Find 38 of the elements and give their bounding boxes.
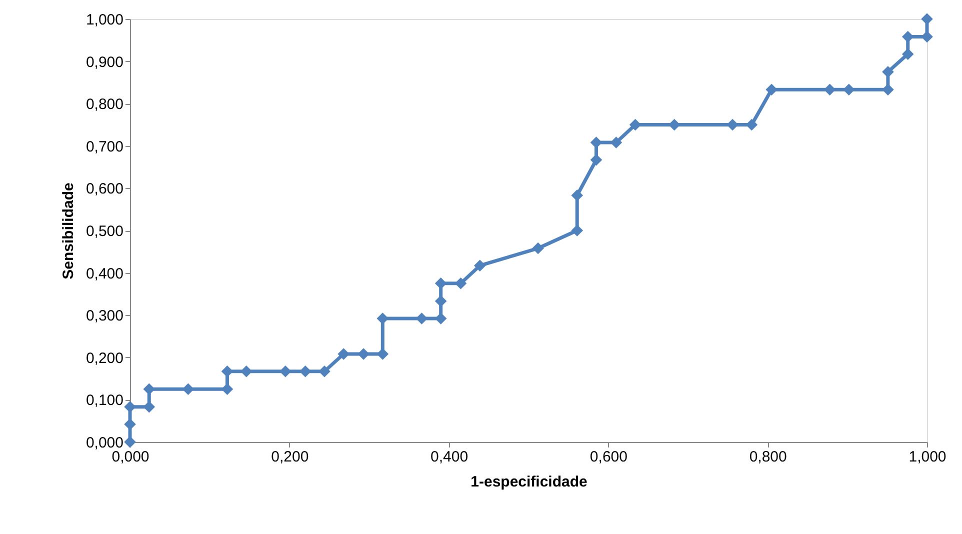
point: [824, 84, 836, 96]
x-tick-label: 0,800: [749, 448, 787, 466]
point: [124, 400, 136, 413]
y-tick-label: 0,100: [86, 392, 124, 410]
y-tick-label: 0,200: [86, 350, 124, 367]
y-tick-label: 0,000: [86, 434, 124, 452]
point: [571, 224, 584, 236]
y-tick-label: 0,400: [86, 265, 124, 282]
y-tick-label: 0,300: [86, 308, 124, 325]
point: [882, 66, 894, 78]
x-tick-label: 1,000: [908, 448, 946, 466]
point: [882, 84, 894, 96]
x-tick-label: 0,400: [430, 448, 468, 466]
point: [474, 260, 486, 272]
point: [571, 189, 584, 202]
point: [124, 436, 136, 448]
y-tick-label: 0,500: [86, 223, 124, 240]
point: [434, 277, 447, 290]
point: [766, 84, 778, 96]
point: [280, 365, 292, 378]
point: [376, 348, 389, 360]
y-tick-label: 1,000: [86, 12, 124, 28]
point: [902, 48, 914, 60]
y-tick-label: 0,700: [86, 138, 124, 156]
y-tick-label: 0,800: [86, 96, 124, 114]
y-tick-label: 0,900: [86, 54, 124, 71]
y-axis-title: Sensibilidade: [60, 182, 77, 280]
point: [318, 365, 330, 378]
x-tick-label: 0,200: [271, 448, 309, 466]
y-tick-label: 0,600: [86, 180, 124, 198]
x-tick-label: 0,600: [590, 448, 628, 466]
x-tick-label: 0,000: [112, 448, 150, 466]
point: [610, 136, 622, 148]
point: [358, 348, 370, 360]
point: [454, 277, 467, 290]
x-axis-title: 1-especificidade: [470, 474, 588, 490]
point: [532, 242, 544, 254]
point: [921, 13, 933, 25]
